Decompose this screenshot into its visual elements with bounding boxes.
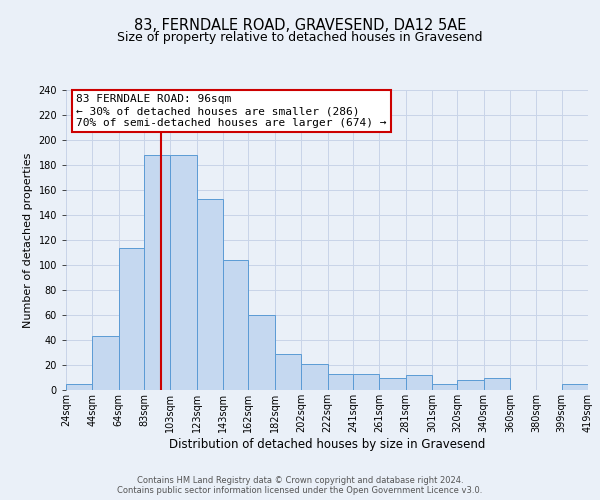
Bar (484, 378, 510, 390)
Bar (353, 374, 379, 390)
Text: 83 FERNDALE ROAD: 96sqm
← 30% of detached houses are smaller (286)
70% of semi-d: 83 FERNDALE ROAD: 96sqm ← 30% of detache… (76, 94, 387, 128)
Bar (379, 378, 406, 390)
Bar (92, 336, 119, 390)
Text: Contains public sector information licensed under the Open Government Licence v3: Contains public sector information licen… (118, 486, 482, 495)
Bar (328, 374, 353, 390)
Bar (197, 198, 223, 390)
Bar (406, 375, 432, 390)
Bar (457, 380, 484, 390)
Bar (562, 384, 588, 390)
Bar (248, 315, 275, 390)
Bar (301, 364, 328, 390)
X-axis label: Distribution of detached houses by size in Gravesend: Distribution of detached houses by size … (169, 438, 485, 451)
Bar (66, 384, 92, 390)
Bar (119, 248, 144, 390)
Text: Size of property relative to detached houses in Gravesend: Size of property relative to detached ho… (117, 31, 483, 44)
Bar (170, 155, 197, 390)
Text: 83, FERNDALE ROAD, GRAVESEND, DA12 5AE: 83, FERNDALE ROAD, GRAVESEND, DA12 5AE (134, 18, 466, 32)
Text: Contains HM Land Registry data © Crown copyright and database right 2024.: Contains HM Land Registry data © Crown c… (137, 476, 463, 485)
Bar (432, 384, 457, 390)
Bar (223, 260, 248, 390)
Y-axis label: Number of detached properties: Number of detached properties (23, 152, 33, 328)
Bar (275, 354, 301, 390)
Bar (144, 155, 170, 390)
